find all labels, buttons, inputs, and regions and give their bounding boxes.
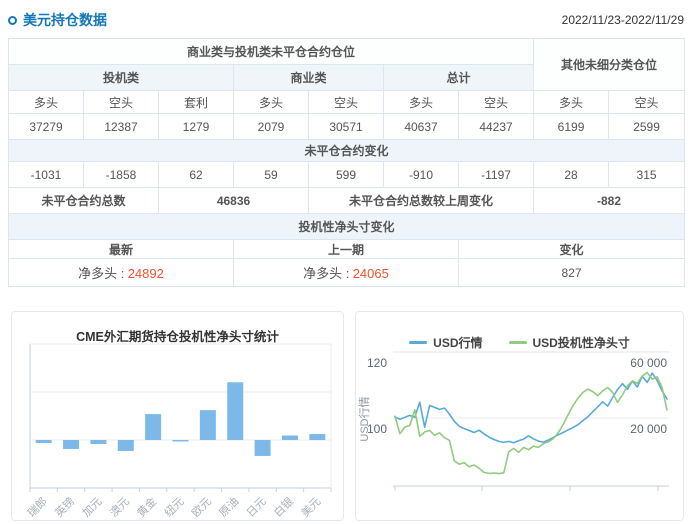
column-header-6: 空头 — [457, 90, 535, 114]
net-header-0: 最新 — [8, 239, 234, 259]
bar-category-label-7: 原油 — [216, 494, 241, 519]
open-interest-value-7: 6199 — [533, 113, 610, 140]
column-header-4: 空头 — [308, 90, 384, 114]
column-header-1: 空头 — [83, 90, 159, 114]
line-chart-panel: USD行情 USD投机性净头寸 120 100 60 000 20 000 USD行情 — [355, 311, 684, 521]
other-header-cell: 其他未细分类仓位 — [533, 38, 686, 91]
line-chart-canvas: 120 100 60 000 20 000 USD行情 — [358, 351, 669, 491]
net-header-2: 变化 — [457, 239, 686, 259]
left-axis-tick-100: 100 — [367, 422, 387, 436]
legend-usd-price[interactable]: USD行情 — [409, 334, 483, 351]
right-axis-tick-60000: 60 000 — [630, 356, 667, 370]
bar-category-label-1: 英镑 — [52, 494, 77, 519]
net-latest-label: 净多头 : — [78, 266, 125, 281]
page-title: 美元持仓数据 — [23, 12, 107, 28]
total-value: 46836 — [158, 187, 309, 214]
bar-瑞郎 — [35, 440, 52, 443]
bar-原油 — [227, 382, 244, 440]
bar-category-label-3: 澳元 — [107, 495, 132, 520]
bar-category-label-8: 日元 — [245, 496, 269, 520]
page-title-wrap: 美元持仓数据 — [8, 10, 107, 30]
change-value-1: -1858 — [83, 161, 159, 188]
line-chart-legend: USD行情 USD投机性净头寸 — [356, 334, 683, 351]
net-change-value: 827 — [457, 258, 686, 287]
bar-category-label-0: 瑞郎 — [24, 494, 49, 519]
bar-chart-panel: CME外汇期货持仓投机性净头寸统计 瑞郎 英镑 加元 澳元 黄金 纽元 欧元 原油 日元 白银 美元 — [11, 311, 344, 521]
net-header-1: 上一期 — [233, 239, 459, 259]
column-header-3: 多头 — [233, 90, 309, 114]
bar-category-label-4: 黄金 — [134, 494, 159, 519]
bar-欧元 — [199, 410, 216, 440]
bar-白银 — [281, 435, 298, 440]
total-label: 未平仓合约总数 — [8, 187, 159, 214]
bar-category-label-2: 加元 — [80, 495, 105, 520]
change-section-title: 未平仓合约变化 — [7, 139, 686, 162]
change-value-2: 62 — [158, 161, 234, 188]
column-header-2: 套利 — [158, 90, 234, 114]
open-interest-value-2: 1279 — [158, 113, 234, 140]
legend-usd-net-position[interactable]: USD投机性净头寸 — [508, 334, 630, 351]
line-series-0 — [394, 372, 668, 444]
bar-英镑 — [63, 440, 80, 449]
change-value-6: -1197 — [457, 161, 535, 188]
bar-chart-canvas: 瑞郎 英镑 加元 澳元 黄金 纽元 欧元 原油 日元 白银 美元 — [24, 343, 332, 520]
column-header-8: 空头 — [608, 90, 686, 114]
bar-日元 — [254, 440, 271, 456]
bar-黄金 — [145, 414, 162, 440]
category-header-2: 总计 — [382, 64, 535, 91]
net-section-title: 投机性净头寸变化 — [7, 213, 686, 240]
net-prev-label: 净多头 : — [303, 266, 350, 281]
bar-category-label-5: 纽元 — [161, 494, 186, 519]
net-prev-value: 24065 — [352, 266, 389, 281]
change-value-8: 315 — [608, 161, 686, 188]
total-change-label: 未平仓合约总数较上周变化 — [307, 187, 535, 214]
right-axis-tick-20000: 20 000 — [630, 422, 667, 436]
column-header-7: 多头 — [533, 90, 610, 114]
change-value-5: -910 — [383, 161, 459, 188]
date-range: 2022/11/23-2022/11/29 — [561, 13, 684, 27]
legend-usd-price-marker-icon — [409, 341, 428, 344]
bar-category-label-10: 美元 — [299, 495, 324, 520]
open-interest-value-5: 40637 — [383, 113, 459, 140]
section-bullet-icon — [8, 15, 17, 25]
bar-category-label-9: 白银 — [271, 494, 296, 519]
open-interest-value-0: 37279 — [8, 113, 84, 140]
bar-美元 — [309, 434, 326, 440]
open-interest-value-4: 30571 — [308, 113, 384, 140]
open-interest-value-3: 2079 — [233, 113, 309, 140]
positions-table: 商业类与投机类未平仓合约仓位 其他未细分类仓位 投机类 商业类 总计 多头 空头 套利多… — [7, 38, 686, 287]
bar-chart-title: CME外汇期货持仓投机性净头寸统计 — [76, 330, 279, 344]
open-interest-value-8: 2599 — [608, 113, 686, 140]
bar-加元 — [90, 440, 107, 444]
change-value-3: 59 — [233, 161, 309, 188]
bar-澳元 — [117, 440, 134, 451]
open-interest-value-1: 12387 — [83, 113, 159, 140]
change-value-0: -1031 — [8, 161, 84, 188]
page-header: 美元持仓数据 2022/11/23-2022/11/29 — [8, 8, 684, 32]
change-value-4: 599 — [308, 161, 384, 188]
left-axis-title: USD行情 — [358, 396, 371, 441]
group-header-cell: 商业类与投机类未平仓合约仓位 — [7, 38, 535, 65]
column-header-0: 多头 — [8, 90, 84, 114]
line-series-1 — [394, 371, 668, 475]
left-axis-tick-120: 120 — [367, 356, 387, 370]
bar-纽元 — [172, 440, 189, 442]
net-latest-value: 24892 — [127, 266, 164, 281]
column-header-5: 多头 — [383, 90, 459, 114]
open-interest-value-6: 44237 — [457, 113, 535, 140]
net-prev-cell: 净多头 : 24065 — [233, 258, 459, 287]
category-header-1: 商业类 — [233, 64, 384, 91]
category-header-0: 投机类 — [8, 64, 234, 91]
legend-usd-net-position-marker-icon — [508, 341, 527, 344]
net-latest-cell: 净多头 : 24892 — [8, 258, 234, 287]
bar-category-label-6: 欧元 — [189, 495, 214, 520]
change-value-7: 28 — [533, 161, 610, 188]
total-change-value: -882 — [533, 187, 686, 214]
